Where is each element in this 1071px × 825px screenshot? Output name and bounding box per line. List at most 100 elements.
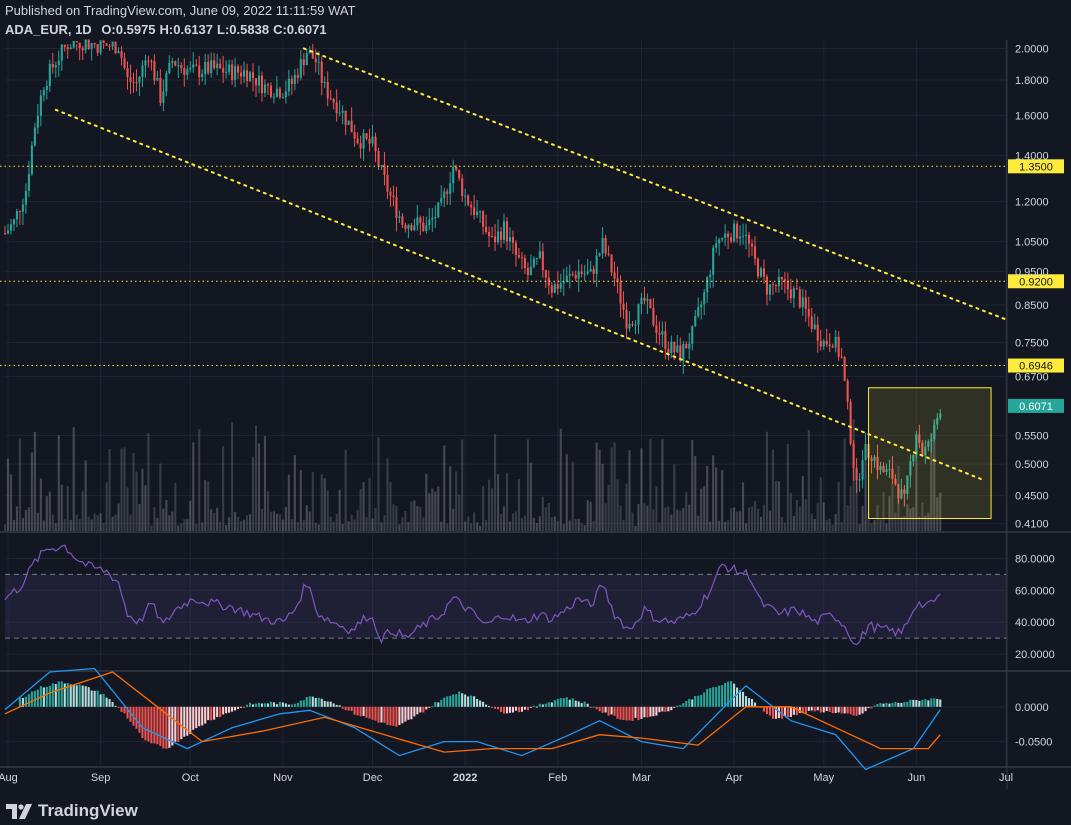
symbol-label: ADA_EUR, 1D — [5, 22, 92, 37]
candle-body — [727, 233, 730, 238]
volume-bar — [511, 513, 515, 531]
macd-histogram-bar — [774, 706, 777, 719]
macd-tick-label: 0.0000 — [1015, 702, 1049, 714]
candle-body — [861, 460, 864, 480]
candle-body — [225, 71, 228, 73]
macd-histogram-bar — [747, 698, 751, 707]
macd-histogram-bar — [413, 706, 416, 717]
macd-histogram-bar — [936, 698, 939, 707]
macd-histogram-bar — [571, 698, 574, 707]
candle-body — [257, 75, 261, 86]
candle-body — [117, 51, 120, 54]
macd-histogram-bar — [568, 699, 571, 707]
candle-body — [673, 341, 676, 353]
macd-histogram-bar — [341, 706, 344, 709]
volume-bar — [888, 496, 891, 531]
candle-body — [36, 115, 39, 128]
volume-bar — [771, 449, 774, 531]
volume-bar — [813, 519, 816, 531]
volume-bar — [637, 503, 640, 531]
volume-bar — [909, 508, 912, 531]
volume-bar — [302, 520, 305, 531]
candle-body — [183, 67, 186, 75]
candle-body — [765, 276, 769, 295]
macd-tick-label: -0.0500 — [1015, 737, 1052, 749]
candle-body — [646, 299, 649, 301]
volume-bar — [78, 518, 81, 531]
macd-histogram-bar — [96, 690, 99, 707]
macd-histogram-bar — [482, 701, 485, 707]
macd-histogram-bar — [386, 706, 389, 726]
macd-histogram-bar — [526, 706, 529, 711]
macd-histogram-bar — [846, 706, 849, 714]
candle-body — [828, 344, 831, 347]
volume-bar — [42, 520, 45, 531]
candle-body — [613, 272, 616, 279]
time-tick-label: 2022 — [453, 772, 477, 784]
candle-body — [580, 271, 583, 274]
macd-histogram-bar — [646, 706, 649, 718]
macd-histogram-bar — [114, 705, 117, 707]
volume-bar — [736, 511, 739, 531]
macd-histogram-bar — [502, 706, 506, 714]
volume-bar — [604, 503, 607, 531]
macd-histogram-bar — [816, 706, 819, 711]
candle-body — [924, 446, 927, 456]
volume-bar — [93, 513, 96, 531]
macd-histogram-bar — [398, 706, 401, 726]
candle-body — [359, 143, 362, 149]
candle-body — [759, 268, 763, 277]
candle-body — [150, 61, 153, 63]
candle-body — [105, 43, 108, 46]
time-tick-label: Mar — [632, 772, 651, 784]
macd-histogram-bar — [272, 702, 275, 707]
volume-bar — [607, 484, 610, 531]
macd-histogram-bar — [365, 706, 368, 718]
macd-histogram-bar — [700, 694, 703, 707]
candle-body — [305, 53, 308, 66]
candle-body — [66, 47, 69, 50]
macd-histogram-bar — [867, 706, 870, 709]
candle-body — [461, 178, 464, 196]
candle-body — [455, 166, 458, 170]
macd-histogram-bar — [434, 702, 437, 707]
candle-body — [592, 268, 595, 274]
time-tick-label: Jun — [907, 772, 925, 784]
candle-body — [712, 247, 715, 275]
volume-bar — [855, 481, 858, 531]
macd-histogram-bar — [652, 706, 655, 717]
volume-bar — [655, 486, 658, 531]
volume-bar — [87, 516, 90, 531]
macd-histogram-bar — [840, 706, 843, 714]
macd-histogram-bar — [195, 706, 198, 729]
candle-body — [78, 42, 81, 48]
macd-histogram-bar — [903, 702, 906, 707]
volume-bar — [201, 522, 204, 531]
volume-bar — [159, 463, 162, 531]
volume-bar — [63, 519, 66, 531]
volume-bar — [921, 502, 924, 531]
volume-bar — [470, 523, 473, 531]
candle-body — [60, 44, 63, 61]
macd-histogram-bar — [589, 706, 592, 708]
candle-body — [502, 221, 506, 240]
volume-bar — [488, 479, 491, 531]
volume-bar — [90, 519, 93, 531]
candle-body — [198, 65, 201, 78]
ohlc-value: 0.5975 — [115, 22, 156, 37]
macd-histogram-bar — [634, 706, 637, 718]
macd-histogram-bar — [266, 703, 269, 707]
candle-body — [15, 210, 18, 220]
volume-bar — [228, 517, 231, 531]
volume-bar — [401, 517, 404, 531]
volume-bar — [186, 519, 189, 531]
volume-bar — [105, 482, 108, 531]
volume-bar — [819, 477, 822, 531]
volume-bar — [326, 490, 329, 531]
candle-body — [661, 331, 664, 335]
volume-bar — [269, 511, 272, 531]
candle-body — [266, 84, 269, 86]
macd-histogram-bar — [828, 706, 831, 712]
last-price-label: 0.6071 — [1019, 401, 1053, 413]
candle-body — [822, 340, 825, 347]
